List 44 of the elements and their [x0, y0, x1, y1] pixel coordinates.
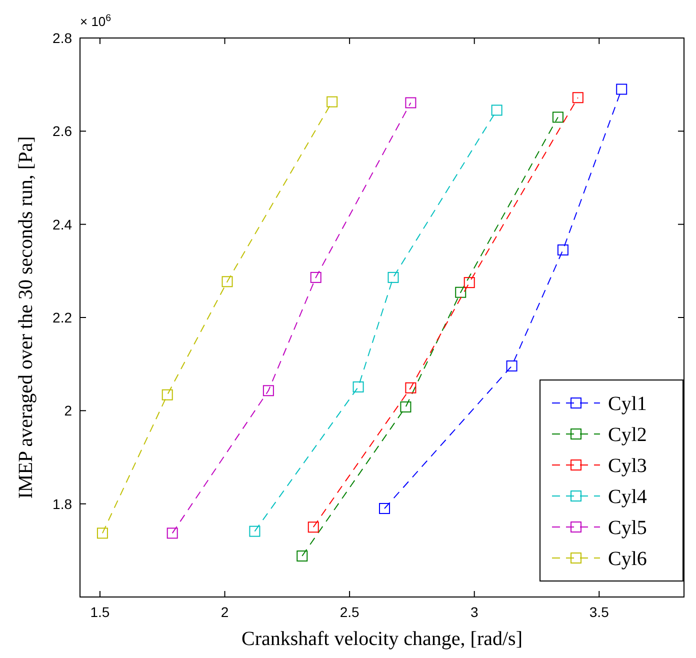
point: [506, 360, 518, 372]
x-tick-label: 3: [470, 604, 478, 620]
point: [310, 272, 322, 283]
point: [166, 528, 178, 539]
y-tick-label: 2.2: [52, 310, 72, 326]
point: [464, 277, 475, 288]
point: [162, 389, 173, 400]
point: [491, 104, 502, 116]
text: × 10$^{6}$: [80, 12, 112, 29]
point: [388, 272, 399, 283]
y-tick-label: 2.6: [52, 123, 72, 140]
point: [552, 112, 564, 123]
y-tick-label: 2.4: [52, 216, 72, 232]
point: [616, 84, 628, 95]
point: [405, 382, 416, 394]
x-tick-label: 2: [220, 604, 229, 620]
point: [222, 276, 233, 288]
point: [249, 526, 260, 537]
point: [455, 286, 466, 298]
x-axis-title: Crankshaft velocity change, [rad/s]: [241, 628, 523, 650]
y-tick-label: 2.8: [52, 30, 72, 46]
point: [405, 97, 416, 108]
y-tick-label: 2: [64, 402, 72, 419]
point: [572, 92, 584, 104]
point: [96, 528, 108, 539]
point: [400, 401, 412, 412]
legend-label: Cyl2: [608, 424, 647, 446]
legend-label: Cyl6: [608, 548, 647, 570]
point: [352, 381, 364, 392]
point: [378, 502, 390, 514]
legend-label: Cyl4: [608, 486, 647, 508]
x-tick-label: 2.5: [340, 604, 360, 620]
point: [308, 522, 319, 533]
point: [326, 96, 338, 108]
point: [296, 550, 308, 562]
x-tick-label: 3.5: [589, 604, 610, 620]
y-axis-title: IMEP averaged over the 30 seconds run, [Pa]: [15, 136, 37, 499]
point: [557, 244, 568, 256]
x-tick-label: 1.5: [90, 604, 110, 620]
y-tick-label: 1.8: [52, 496, 72, 512]
point: [262, 385, 274, 396]
legend-label: Cyl5: [608, 517, 647, 539]
legend-label: Cyl3: [608, 455, 647, 477]
legend-label: Cyl1: [608, 393, 647, 415]
